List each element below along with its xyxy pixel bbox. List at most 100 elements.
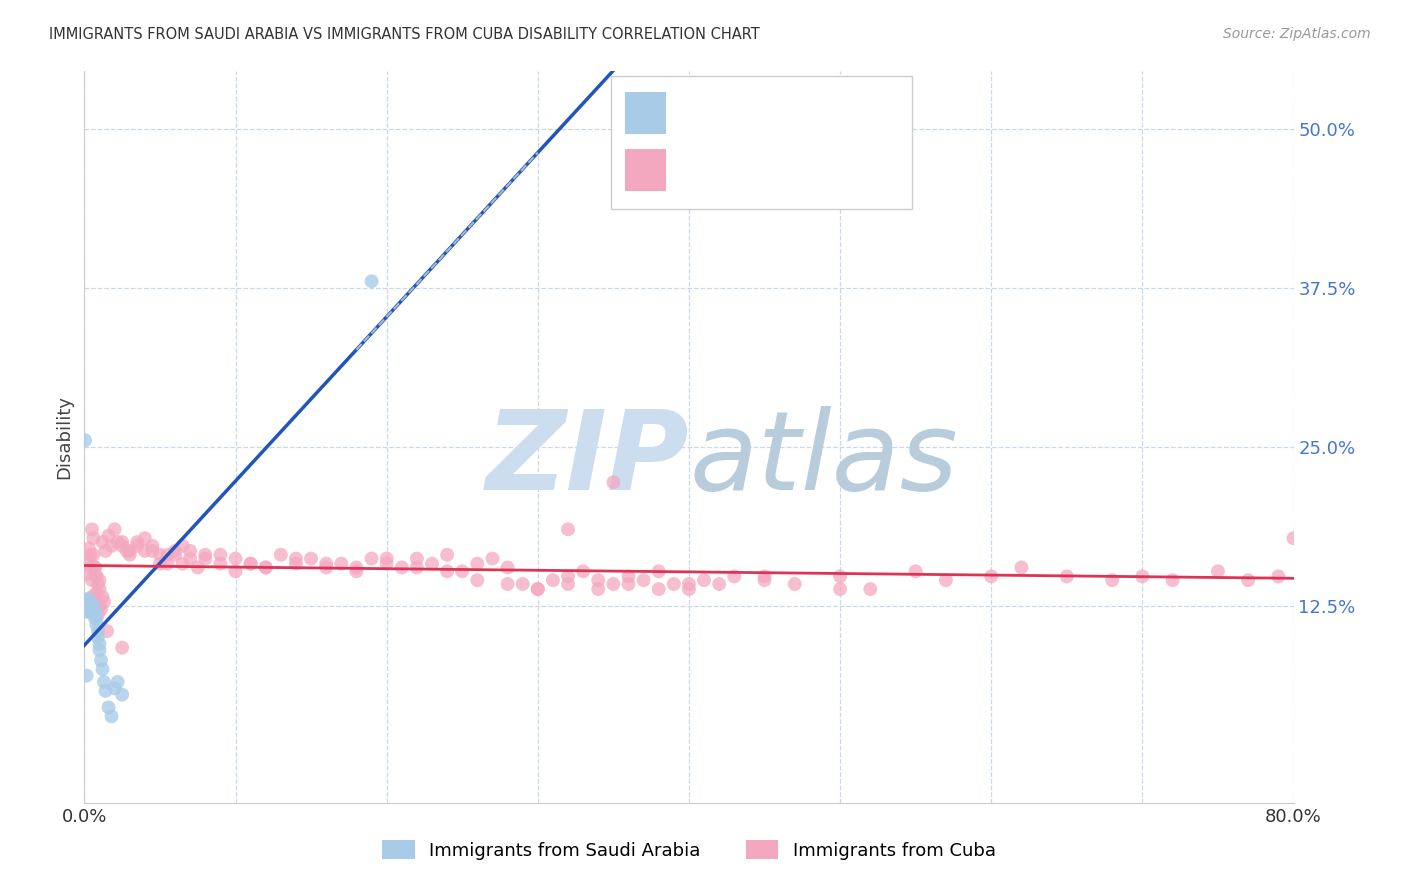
Point (436, 548, 458, 562)
Point (79, 560, 101, 574)
Point (141, 539, 163, 553)
Point (127, 539, 149, 553)
Point (391, 560, 413, 574)
Point (270, 548, 292, 562)
Point (527, 582, 550, 596)
Point (156, 557, 179, 571)
Point (111, 688, 134, 702)
Point (557, 577, 579, 591)
Point (86, 569, 108, 583)
Point (1206, 564, 1229, 578)
Point (375, 557, 398, 571)
Point (375, 551, 398, 566)
Point (980, 569, 1002, 583)
Text: Source: ZipAtlas.com: Source: ZipAtlas.com (1223, 27, 1371, 41)
Point (96, 624, 118, 638)
Point (93, 595, 115, 609)
Point (254, 560, 277, 574)
Point (360, 274, 382, 288)
Point (285, 551, 308, 566)
Point (76, 599, 98, 613)
Point (80, 590, 103, 604)
Point (830, 582, 852, 596)
Point (134, 531, 156, 545)
Point (87, 607, 110, 622)
Point (299, 551, 322, 566)
Point (87, 577, 110, 591)
Point (80, 573, 103, 587)
Point (87, 631, 110, 645)
Point (76, 566, 98, 581)
Point (93, 675, 115, 690)
Point (346, 564, 368, 578)
Point (1130, 569, 1153, 583)
Point (602, 577, 624, 591)
Point (678, 582, 700, 596)
Point (90, 602, 112, 616)
Point (754, 569, 776, 583)
Point (360, 551, 382, 566)
Point (179, 551, 201, 566)
Point (315, 557, 337, 571)
Point (315, 560, 337, 574)
Point (149, 548, 172, 562)
Point (648, 564, 671, 578)
Point (859, 582, 882, 596)
Point (467, 573, 489, 587)
Point (194, 551, 217, 566)
Point (149, 557, 172, 571)
Point (107, 535, 129, 549)
Point (80, 599, 103, 613)
Point (588, 582, 610, 596)
Point (104, 522, 127, 536)
Point (648, 582, 671, 596)
Point (82, 531, 104, 545)
Point (82, 599, 104, 613)
Point (77, 554, 100, 568)
Point (165, 544, 187, 558)
Point (84, 602, 107, 616)
Point (89, 637, 111, 651)
Point (100, 539, 122, 553)
Point (1267, 569, 1289, 583)
Point (330, 557, 353, 571)
Point (239, 557, 262, 571)
Point (86, 611, 108, 625)
Text: ZIP: ZIP (485, 406, 689, 513)
Point (935, 573, 957, 587)
Point (111, 640, 134, 655)
Point (97, 529, 120, 543)
Point (1101, 573, 1123, 587)
Point (617, 569, 640, 583)
Point (90, 653, 112, 667)
Point (80, 605, 103, 619)
Point (496, 560, 519, 574)
Point (86, 617, 108, 632)
Point (84, 560, 107, 574)
Point (512, 577, 534, 591)
Y-axis label: Disability: Disability (55, 395, 73, 479)
Point (94, 544, 117, 558)
Point (111, 539, 134, 553)
Point (84, 560, 107, 574)
Point (77, 541, 100, 556)
Point (406, 551, 429, 566)
Point (209, 557, 232, 571)
Point (118, 548, 141, 562)
Point (172, 557, 194, 571)
Point (187, 560, 209, 574)
Point (572, 564, 595, 578)
Point (89, 643, 111, 657)
Point (76, 668, 98, 682)
Point (77, 592, 100, 607)
Point (77, 599, 100, 613)
Point (420, 557, 443, 571)
Point (467, 557, 489, 571)
Point (346, 560, 368, 574)
Point (709, 577, 731, 591)
Point (172, 539, 194, 553)
Point (678, 577, 700, 591)
Point (84, 611, 107, 625)
Point (79, 599, 101, 613)
Point (1056, 569, 1078, 583)
